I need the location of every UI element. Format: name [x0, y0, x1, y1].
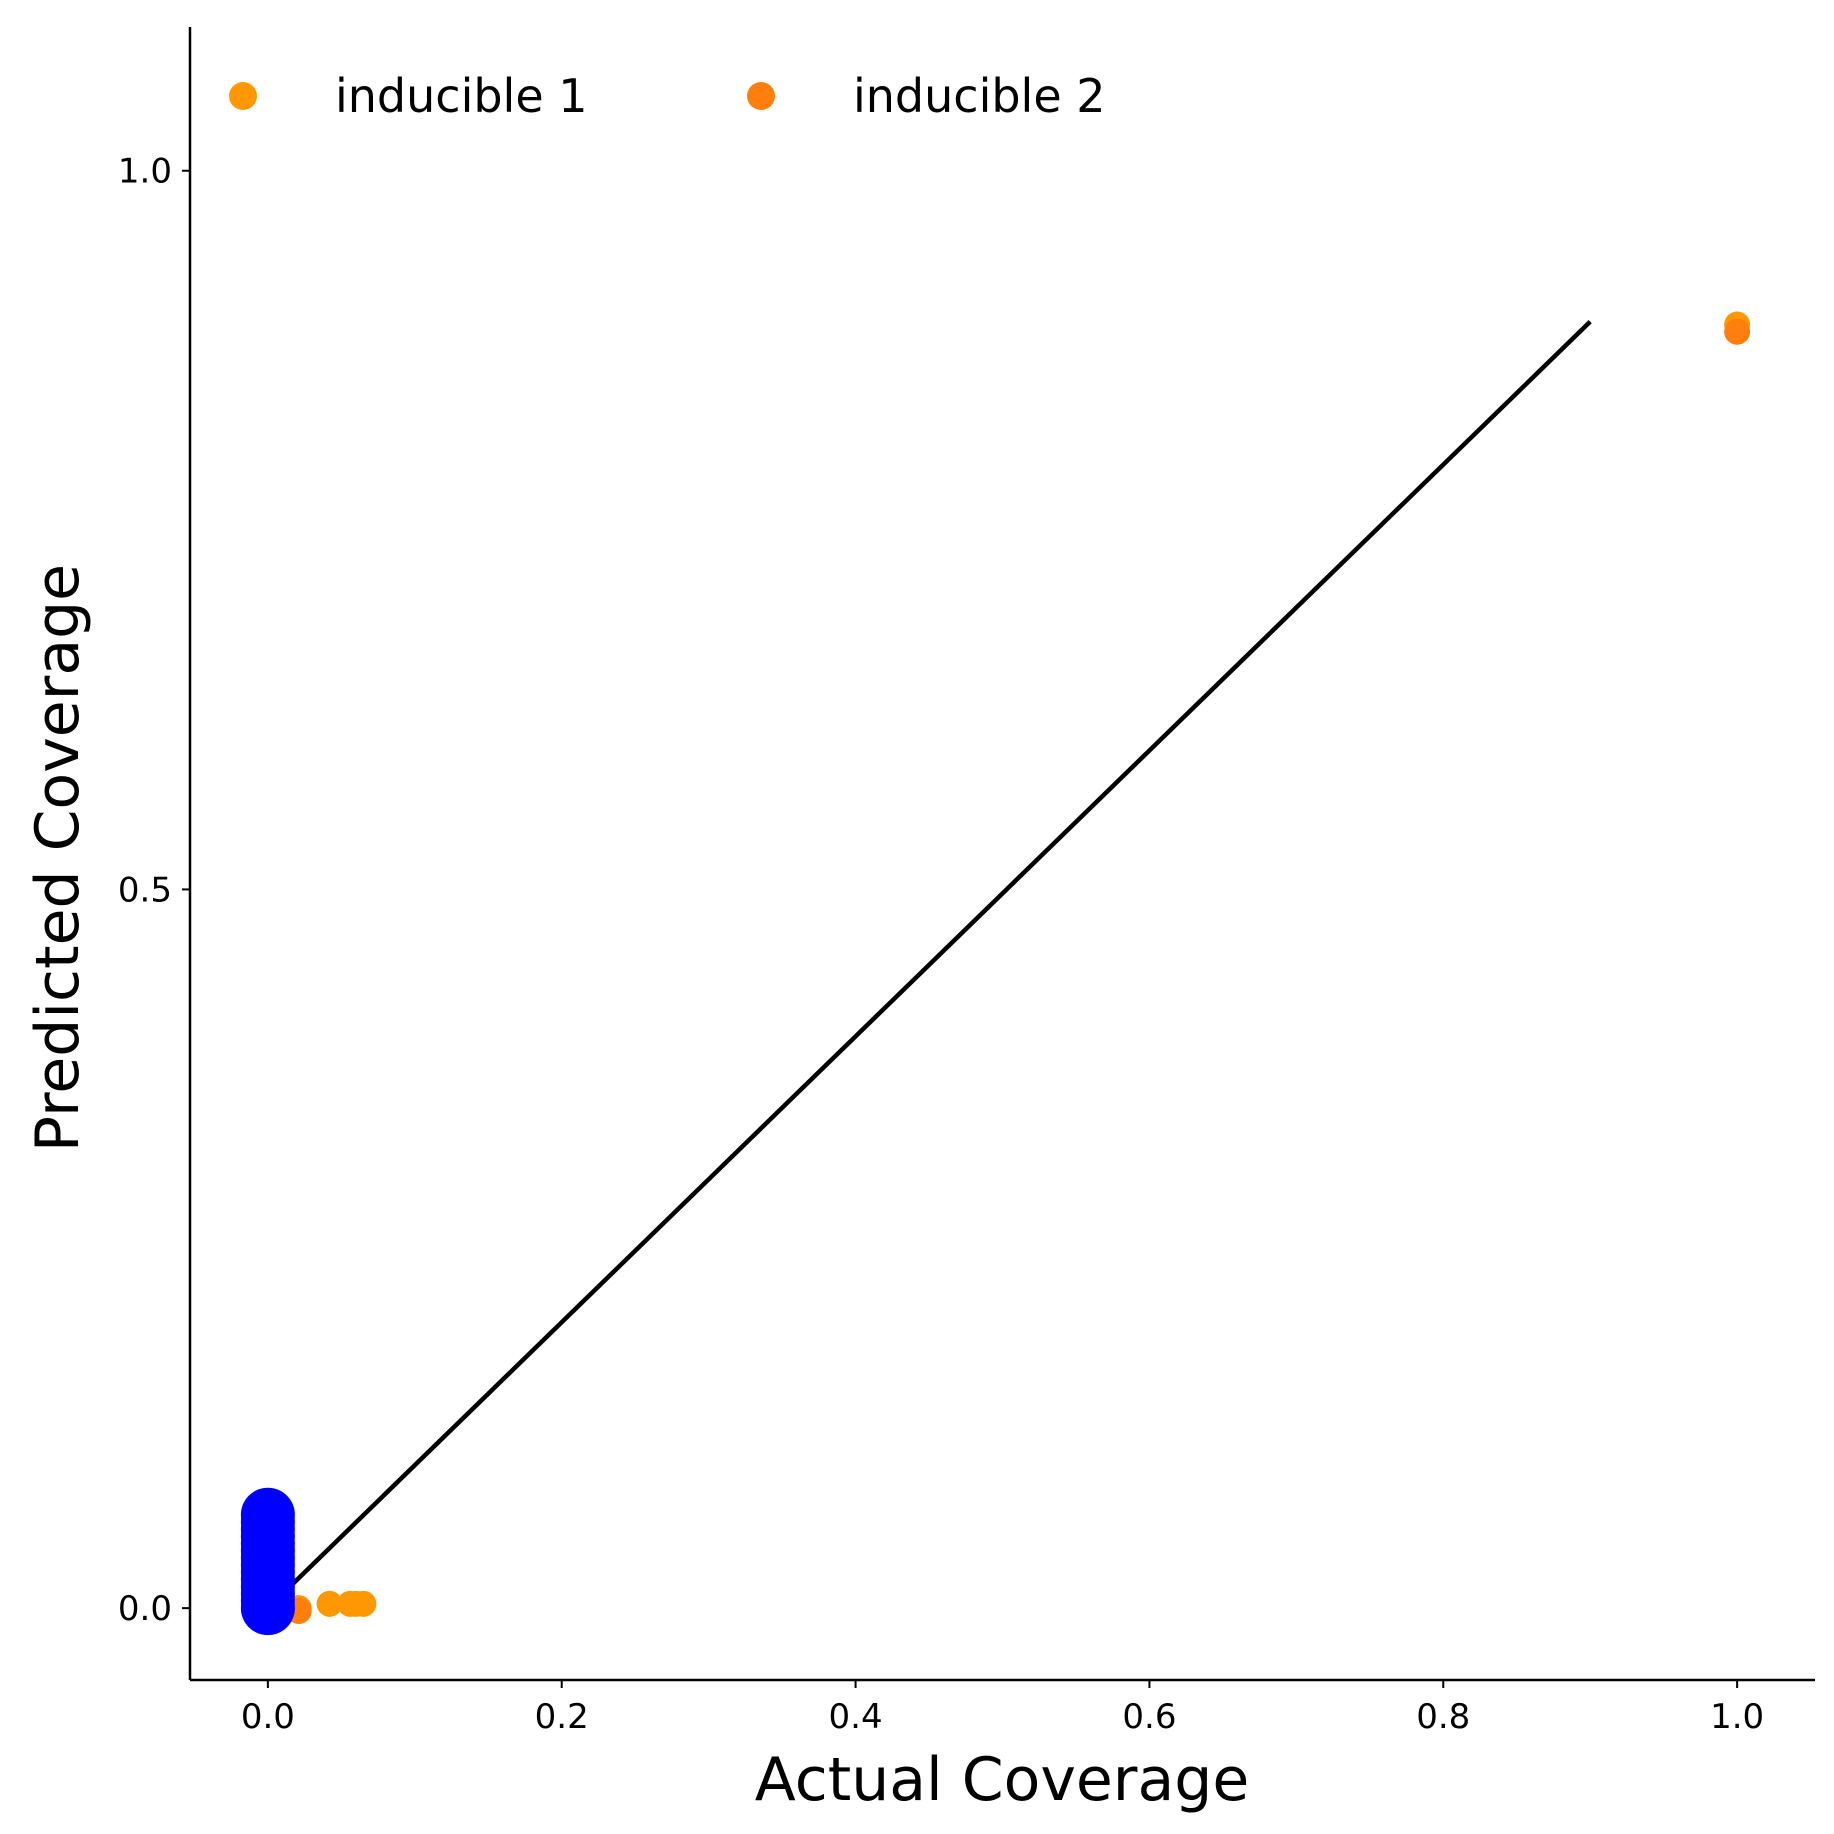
x-tick-label: 0.6 [1122, 1697, 1176, 1737]
y-axis-label: Predicted Coverage [23, 564, 93, 1152]
x-tick-label: 0.4 [829, 1697, 883, 1737]
x-tick-label: 0.2 [535, 1697, 589, 1737]
series-2 [285, 318, 1751, 1625]
x-tick-label: 0.8 [1416, 1697, 1470, 1737]
series-3-point-14 [240, 1487, 295, 1542]
series-2-point-2 [1724, 318, 1751, 345]
plot-area [240, 311, 1751, 1636]
y-tick-label: 0.5 [118, 870, 172, 910]
legend-label-2: inducible 2 [853, 69, 1106, 123]
y-tick-labels: 0.0 0.5 1.0 [118, 152, 190, 1629]
y-tick-label: 0.0 [118, 1589, 172, 1629]
legend-label-1: inducible 1 [335, 69, 588, 123]
series-1-point-5 [350, 1590, 377, 1617]
series-1 [285, 311, 1751, 1622]
x-tick-labels: 0.0 0.2 0.4 0.6 0.8 1.0 [241, 1680, 1764, 1737]
x-tick-label: 0.0 [241, 1697, 295, 1737]
x-tick-label: 1.0 [1710, 1697, 1764, 1737]
y-tick-label: 1.0 [118, 152, 172, 192]
legend-marker-2 [747, 82, 775, 110]
x-axis-label: Actual Coverage [755, 1745, 1250, 1815]
axes [188, 27, 1815, 1682]
legend: inducible 1 inducible 2 [229, 69, 1106, 123]
reference-line [266, 320, 1592, 1610]
series-3 [240, 1487, 295, 1636]
legend-marker-1 [229, 82, 257, 110]
series-1-point-2 [316, 1590, 343, 1617]
